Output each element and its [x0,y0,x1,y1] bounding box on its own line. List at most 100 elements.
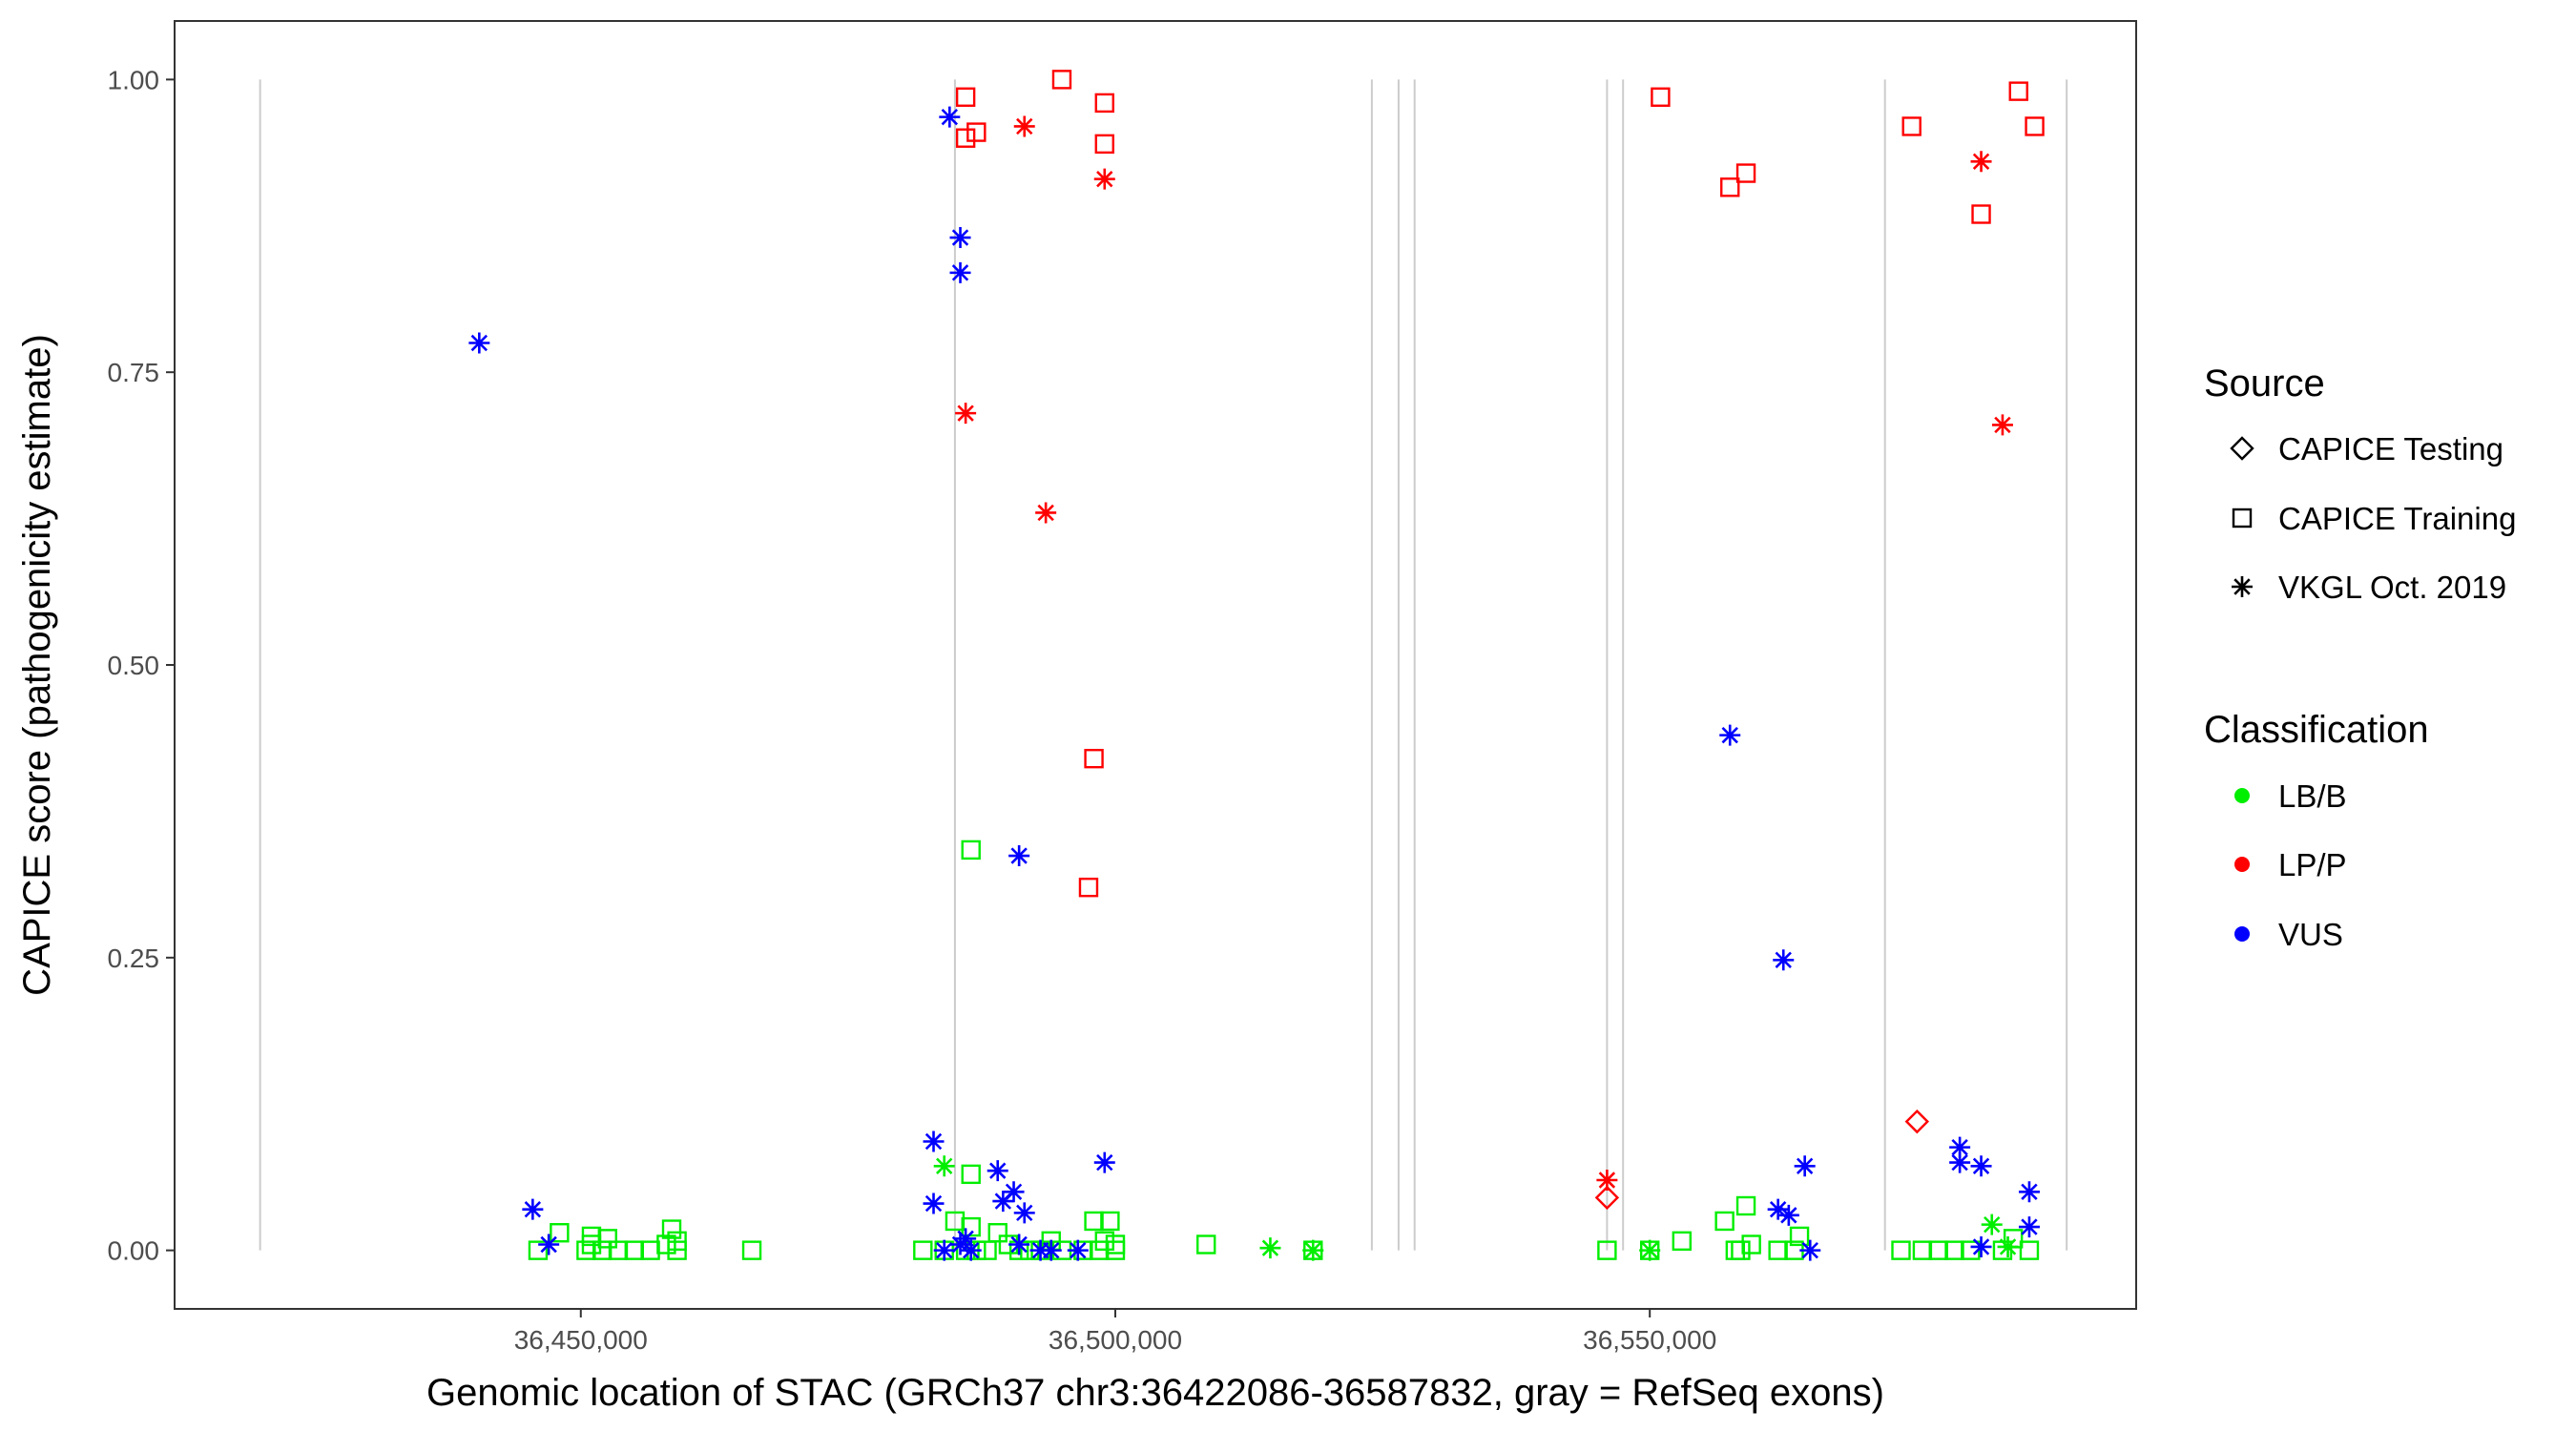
data-point-training-lbb [1731,1240,1751,1260]
legend-key-diamond-icon [2230,436,2254,461]
data-point-vkgl-vus [1767,1198,1789,1220]
data-point-vkgl-vus [992,1191,1014,1213]
data-point-training-lpp [1720,177,1740,197]
axes: 0.00 0.25 0.50 0.75 1.00 36,450,000 36,500,000… [108,65,1717,1355]
data-point-vkgl-vus [1719,724,1741,746]
data-point-training-lbb [961,840,981,861]
data-point-training-lbb [550,1223,570,1243]
data-point-training-lbb [1789,1226,1810,1247]
data-point-vkgl-vus [987,1160,1008,1182]
data-point-vkgl-vus [933,1239,955,1261]
legend-key-square-icon [2232,508,2253,529]
data-point-training-lbb [661,1219,682,1239]
data-points [468,70,2045,1261]
legend-classification-title: Classification [2204,709,2429,751]
legend-label-lbb: LB/B [2278,778,2347,814]
data-point-training-lpp [1084,748,1104,769]
data-point-vkgl-vus [939,106,961,128]
legend-entry-capice-testing: CAPICE Testing [2230,431,2503,467]
legend-key-asterisk-icon [2232,576,2253,597]
data-point-vkgl-vus [1013,1202,1035,1224]
data-point-testing-lpp [1904,1109,1930,1134]
data-point-vkgl-lpp [1093,168,1115,190]
legend-label-capice-training: CAPICE Training [2278,501,2516,536]
data-point-vkgl-vus [923,1130,945,1152]
legend-key-vus-dot-icon [2234,926,2250,942]
data-point-vkgl-vus [538,1234,560,1255]
data-point-vkgl-vus [955,1228,977,1250]
legend-key-lpp-dot-icon [2234,857,2250,872]
data-point-vkgl-lbb [933,1155,955,1177]
exon-lines [259,79,2068,1251]
data-point-vkgl-vus [468,332,490,354]
data-point-training-lpp [966,122,987,142]
data-point-training-lbb [597,1229,617,1249]
data-point-vkgl-vus [960,1239,982,1261]
data-point-training-lbb [656,1234,676,1255]
data-point-vkgl-lbb [1302,1239,1324,1261]
data-point-training-lpp [1901,116,1922,136]
data-point-training-lbb [1100,1211,1120,1232]
data-point-training-lbb [1105,1234,1126,1255]
legend-entry-lpp: LP/P [2234,847,2347,882]
data-point-vkgl-vus [1067,1239,1089,1261]
data-point-training-lpp [2025,116,2045,136]
data-point-training-lbb [1714,1211,1735,1232]
x-tick-label: 36,450,000 [514,1325,648,1355]
data-point-vkgl-lpp [1596,1170,1618,1191]
data-point-vkgl-vus [1029,1239,1051,1261]
legend-entry-vus: VUS [2234,917,2343,952]
data-point-training-lbb [1597,1240,1617,1260]
data-point-vkgl-vus [923,1192,945,1214]
data-point-training-lbb [913,1240,933,1260]
data-point-training-lpp [1735,163,1756,183]
data-point-vkgl-lbb [1997,1235,2019,1257]
data-point-training-lpp [1651,87,1671,107]
legend-source-title: Source [2204,363,2325,404]
y-tick-label: 1.00 [108,65,160,94]
legend-entry-capice-training: CAPICE Training [2232,501,2516,536]
legend-label-capice-testing: CAPICE Testing [2278,431,2503,467]
data-point-training-lbb [1741,1234,1761,1255]
data-point-training-lbb [528,1240,549,1260]
data-point-training-lbb [1672,1231,1693,1252]
data-point-vkgl-vus [1773,949,1795,971]
data-point-vkgl-vus [2018,1216,2040,1238]
data-point-testing-lpp [1594,1185,1620,1211]
y-tick-label: 0.25 [108,944,160,973]
data-point-vkgl-vus [949,261,971,283]
legend-label-vkgl: VKGL Oct. 2019 [2278,570,2506,605]
data-point-vkgl-vus [2018,1181,2040,1203]
legend-label-lpp: LP/P [2278,847,2347,882]
data-point-vkgl-lpp [1970,151,1992,173]
data-point-vkgl-vus [1970,1155,1992,1177]
legend-entry-lbb: LB/B [2234,778,2347,814]
data-point-vkgl-vus [1008,845,1030,867]
data-point-vkgl-lpp [1013,115,1035,137]
data-point-training-lpp [1094,93,1114,114]
data-point-vkgl-vus [522,1198,544,1220]
data-point-vkgl-vus [1949,1136,1971,1158]
data-point-training-lpp [955,87,976,107]
data-point-vkgl-vus [1799,1239,1821,1261]
data-point-training-lbb [2019,1240,2040,1260]
data-point-vkgl-vus [1008,1234,1030,1255]
data-point-training-lbb [1891,1240,1911,1260]
data-point-training-lpp [955,128,976,148]
data-point-vkgl-vus [1949,1151,1971,1173]
data-point-training-lbb [1735,1195,1756,1216]
x-tick-label: 36,550,000 [1583,1325,1716,1355]
data-point-training-lbb [1196,1234,1216,1255]
data-point-vkgl-vus [1777,1204,1799,1226]
legend: Source CAPICE Testing CAPICE Training VK… [2204,363,2516,952]
data-point-training-lbb [961,1216,981,1237]
data-point-training-lbb [741,1240,762,1260]
legend-key-lbb-dot-icon [2234,788,2250,803]
data-point-training-lbb [667,1240,687,1260]
data-point-vkgl-lpp [1991,414,2013,436]
data-point-vkgl-lpp [1035,502,1057,524]
data-point-vkgl-vus [1040,1239,1062,1261]
data-point-training-lbb [961,1164,981,1185]
